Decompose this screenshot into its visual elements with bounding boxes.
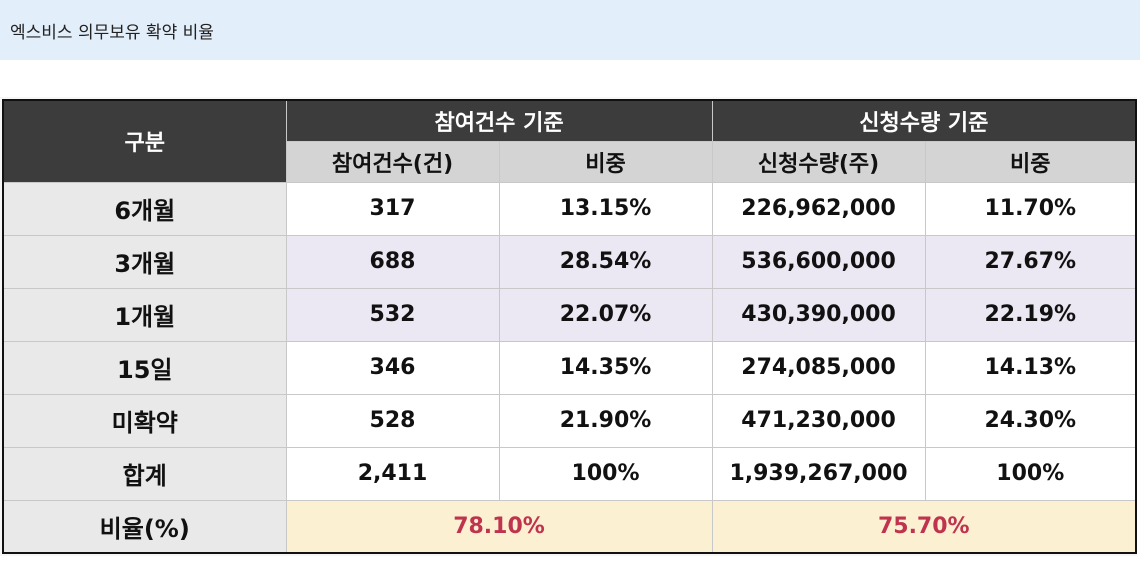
quantity-cell: 430,390,000 <box>711 287 926 342</box>
table-row: 1개월 532 22.07% 430,390,000 22.19% <box>2 287 1137 342</box>
count-share-cell: 21.90% <box>498 393 713 448</box>
table-row-total: 합계 2,411 100% 1,939,267,000 100% <box>2 446 1137 501</box>
lockup-ratio-table: 구분 참여건수 기준 신청수량 기준 참여건수(건) 비중 신청수량(주) 비중… <box>2 99 1138 554</box>
header-row-top: 구분 참여건수 기준 신청수량 기준 <box>2 99 1137 183</box>
row-label: 6개월 <box>2 181 287 236</box>
quantity-ratio-cell: 75.70% <box>711 499 1137 554</box>
header-row-sub: 참여건수(건) 비중 신청수량(주) 비중 <box>3 140 1137 183</box>
count-share-cell: 28.54% <box>498 234 713 289</box>
row-label: 15일 <box>2 340 287 395</box>
header-category: 구분 <box>2 99 287 183</box>
lockup-table-container: 구분 참여건수 기준 신청수량 기준 참여건수(건) 비중 신청수량(주) 비중… <box>0 97 1138 556</box>
count-ratio-cell: 78.10% <box>285 499 713 554</box>
count-share-cell: 13.15% <box>498 181 713 236</box>
quantity-share-cell: 27.67% <box>924 234 1137 289</box>
table-row: 미확약 528 21.90% 471,230,000 24.30% <box>2 393 1137 448</box>
count-cell: 688 <box>285 234 500 289</box>
row-label: 1개월 <box>2 287 287 342</box>
table-row: 6개월 317 13.15% 226,962,000 11.70% <box>2 181 1137 236</box>
row-label: 합계 <box>2 446 287 501</box>
page-title: 엑스비스 의무보유 확약 비율 <box>0 0 1140 60</box>
count-share-cell: 22.07% <box>498 287 713 342</box>
quantity-share-cell: 22.19% <box>924 287 1137 342</box>
table-row: 3개월 688 28.54% 536,600,000 27.67% <box>2 234 1137 289</box>
table-row: 15일 346 14.35% 274,085,000 14.13% <box>2 340 1137 395</box>
quantity-share-cell: 11.70% <box>924 181 1137 236</box>
quantity-share-cell: 24.30% <box>924 393 1137 448</box>
count-cell: 2,411 <box>285 446 500 501</box>
quantity-cell: 536,600,000 <box>711 234 926 289</box>
count-share-cell: 14.35% <box>498 340 713 395</box>
quantity-share-cell: 100% <box>924 446 1137 501</box>
ratio-label: 비율(%) <box>2 499 287 554</box>
header-count-share: 비중 <box>498 140 713 183</box>
header-group-quantity: 신청수량 기준 <box>711 99 1137 142</box>
count-share-cell: 100% <box>498 446 713 501</box>
quantity-cell: 471,230,000 <box>711 393 926 448</box>
header-count: 참여건수(건) <box>285 140 500 183</box>
quantity-share-cell: 14.13% <box>924 340 1137 395</box>
header-quantity: 신청수량(주) <box>711 140 926 183</box>
row-label: 미확약 <box>2 393 287 448</box>
row-label: 3개월 <box>2 234 287 289</box>
header-group-count: 참여건수 기준 <box>285 99 713 142</box>
count-cell: 346 <box>285 340 500 395</box>
quantity-cell: 1,939,267,000 <box>711 446 926 501</box>
count-cell: 317 <box>285 181 500 236</box>
header-quantity-share: 비중 <box>924 140 1137 183</box>
quantity-cell: 274,085,000 <box>711 340 926 395</box>
count-cell: 532 <box>285 287 500 342</box>
quantity-cell: 226,962,000 <box>711 181 926 236</box>
count-cell: 528 <box>285 393 500 448</box>
table-row-ratio: 비율(%) 78.10% 75.70% <box>2 499 1137 554</box>
